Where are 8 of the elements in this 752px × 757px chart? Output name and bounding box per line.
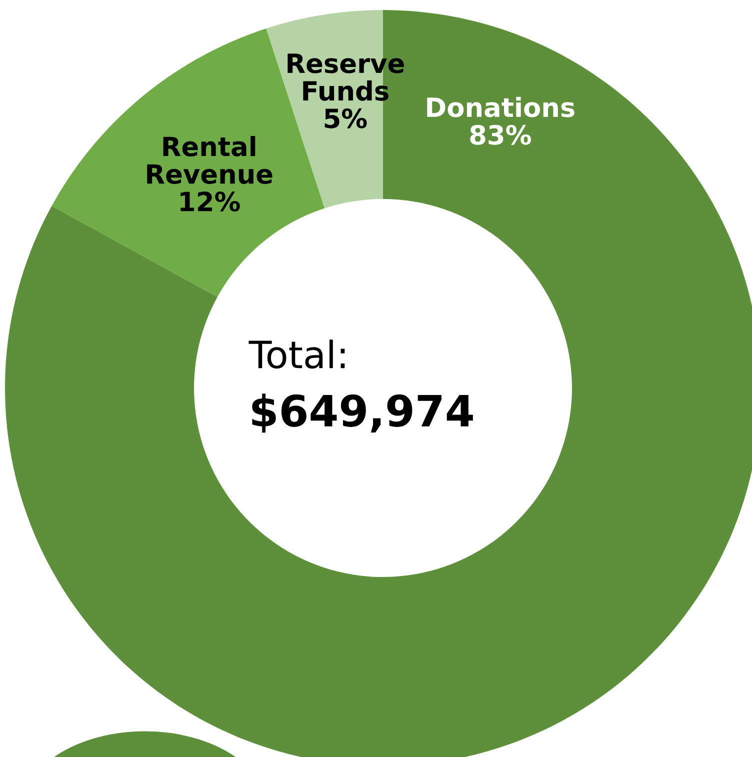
slice-label: Donations xyxy=(427,96,574,118)
text: $649,974 xyxy=(252,394,473,433)
slice-label: Reserve Funds xyxy=(288,54,404,101)
text: Total: xyxy=(248,340,345,369)
slice-label: Rental Revenue xyxy=(147,136,272,184)
data-label: 12% xyxy=(180,192,240,212)
data-label: 5% xyxy=(324,108,367,128)
data-label: 83% xyxy=(470,124,531,145)
